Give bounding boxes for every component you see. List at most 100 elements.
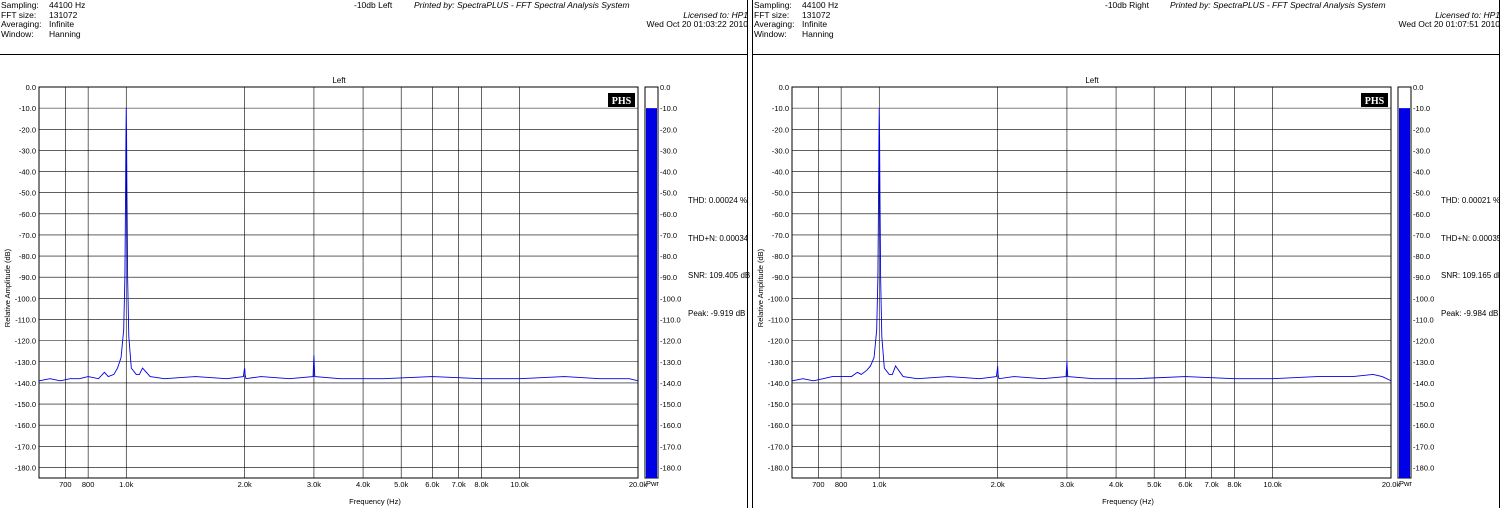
- x-tick-label: 1.0k: [872, 480, 886, 489]
- meter-scale-label: -140.0: [1413, 379, 1434, 388]
- timestamp-text: Wed Oct 20 01:03:22 2010: [646, 19, 748, 29]
- thd-n-value: THD+N: 0.00034: [688, 233, 749, 243]
- y-tick-label: -160.0: [15, 421, 36, 430]
- meter-scale-label: -30.0: [660, 146, 677, 155]
- sampling-value: 44100 Hz: [49, 0, 86, 10]
- y-tick-label: -120.0: [768, 337, 789, 346]
- window-label: Window:: [754, 28, 787, 39]
- meter-scale-label: -120.0: [1413, 337, 1434, 346]
- y-tick-label: -80.0: [19, 252, 36, 261]
- meter-scale-label: 0.0: [660, 83, 670, 92]
- meter-scale-label: -180.0: [1413, 463, 1434, 472]
- x-tick-label: 20.0k: [1382, 480, 1401, 489]
- meter-scale-label: -140.0: [660, 379, 681, 388]
- x-tick-label: 10.0k: [1263, 480, 1282, 489]
- x-tick-label: 3.0k: [307, 480, 321, 489]
- settings-block: Sampling: 44100 Hz FFT size: 131072 Aver…: [753, 0, 863, 41]
- x-tick-label: 800: [82, 480, 95, 489]
- y-tick-label: -90.0: [772, 273, 789, 282]
- fft-size-value: 131072: [49, 9, 78, 20]
- y-tick-labels: 0.0 -10.0 -20.0 -30.0 -40.0 -50.0 -60.0 -70.0 -8…: [15, 83, 36, 472]
- meter-scale-label: -70.0: [660, 231, 677, 240]
- y-tick-label: 0.0: [779, 83, 789, 92]
- trace-title: -10db Left: [354, 0, 393, 10]
- y-tick-label: -170.0: [768, 442, 789, 451]
- spectrum-trace: [791, 108, 1392, 382]
- averaging-label: Averaging:: [1, 19, 42, 29]
- meter-scale-label: -100.0: [1413, 294, 1434, 303]
- meter-fill: [646, 108, 657, 478]
- y-tick-label: 0.0: [26, 83, 36, 92]
- meter-scale-label: -50.0: [660, 189, 677, 198]
- x-axis-label: Frequency (Hz): [349, 497, 401, 506]
- licensed-text: Licensed to: HP1: [683, 10, 748, 20]
- y-tick-label: -140.0: [768, 379, 789, 388]
- chart-title: Left: [332, 76, 346, 85]
- y-tick-label: -140.0: [15, 379, 36, 388]
- meter-scale-label: -10.0: [1413, 104, 1430, 113]
- meter-scale-label: -80.0: [1413, 252, 1430, 261]
- snr-value: SNR: 109.405 dB: [688, 271, 751, 280]
- settings-block: Sampling: 44100 Hz FFT size: 131072 Aver…: [0, 0, 110, 41]
- y-tick-label: -150.0: [15, 400, 36, 409]
- meter-scale-label: -170.0: [660, 442, 681, 451]
- meter-scale-label: -150.0: [1413, 400, 1434, 409]
- plot-frame: [38, 86, 639, 479]
- spectrum-trace: [38, 108, 639, 382]
- y-tick-label: -10.0: [772, 104, 789, 113]
- meter-unit: Pwr: [646, 479, 659, 488]
- meter-scale-label: -130.0: [1413, 358, 1434, 367]
- y-tick-label: -10.0: [19, 104, 36, 113]
- y-tick-label: -20.0: [772, 125, 789, 134]
- y-tick-label: -50.0: [772, 189, 789, 198]
- y-axis-label: Relative Amplitude (dB): [756, 248, 765, 327]
- y-tick-label: -40.0: [19, 168, 36, 177]
- meter-scale-label: -90.0: [1413, 273, 1430, 282]
- y-tick-label: -30.0: [19, 146, 36, 155]
- meter-fill: [1399, 108, 1410, 478]
- y-tick-label: -60.0: [772, 210, 789, 219]
- meter-scale-label: -180.0: [660, 463, 681, 472]
- snr-value: SNR: 109.165 dB: [1441, 271, 1500, 280]
- peak-value: Peak: -9.919 dB: [688, 308, 746, 318]
- y-tick-label: -50.0: [19, 189, 36, 198]
- x-tick-label: 7.0k: [1205, 480, 1219, 489]
- x-tick-label: 8.0k: [474, 480, 488, 489]
- spectrum-panel-right: Sampling: 44100 Hz FFT size: 131072 Aver…: [752, 0, 1500, 508]
- peak-value: Peak: -9.984 dB: [1441, 308, 1499, 318]
- plot-frame: [791, 86, 1392, 479]
- meter-scale-label: -120.0: [660, 337, 681, 346]
- window-value: Hanning: [49, 28, 81, 39]
- meter-scale-label: -30.0: [1413, 146, 1430, 155]
- meter-scale-label: -20.0: [660, 125, 677, 134]
- window-label: Window:: [1, 28, 34, 39]
- x-tick-label: 3.0k: [1060, 480, 1074, 489]
- printed-by-text: Printed by: SpectraPLUS - FFT Spectral A…: [1170, 0, 1386, 10]
- meter-scale-label: -70.0: [1413, 231, 1430, 240]
- x-tick-label: 800: [835, 480, 848, 489]
- window-value: Hanning: [802, 28, 834, 39]
- x-axis-label: Frequency (Hz): [1102, 497, 1154, 506]
- printed-by-text: Printed by: SpectraPLUS - FFT Spectral A…: [414, 0, 630, 10]
- y-tick-label: -70.0: [772, 231, 789, 240]
- x-tick-label: 8.0k: [1227, 480, 1241, 489]
- thd-n-value: THD+N: 0.00035: [1441, 233, 1500, 243]
- thd-value: THD: 0.00024 %: [688, 196, 748, 205]
- y-tick-label: -180.0: [768, 463, 789, 472]
- x-tick-label: 4.0k: [1109, 480, 1123, 489]
- y-tick-label: -130.0: [768, 358, 789, 367]
- x-tick-labels: 700 800 1.0k 2.0k 3.0k 4.0k 5.0k 6.0k 7.0k 8.0k 10…: [812, 480, 1400, 489]
- licensed-text: Licensed to: HP1: [1435, 10, 1500, 20]
- stats-block: THD: 0.00021 % THD+N: 0.00035 SNR: 109.1…: [1441, 170, 1500, 345]
- fft-size-label: FFT size:: [1, 9, 37, 20]
- y-tick-label: -150.0: [768, 400, 789, 409]
- y-tick-label: -80.0: [772, 252, 789, 261]
- logo-box: [608, 93, 635, 107]
- meter-scale-labels: 0.0 -10.0 -20.0 -30.0 -40.0 -50.0 -60.0 -70.0 -8…: [1413, 83, 1434, 472]
- fft-size-label: FFT size:: [754, 9, 790, 20]
- phs-logo: PHS: [1365, 96, 1385, 107]
- y-gridlines: [39, 86, 638, 468]
- logo-box: [1361, 93, 1388, 107]
- y-tick-label: -170.0: [15, 442, 36, 451]
- y-tick-label: -180.0: [15, 463, 36, 472]
